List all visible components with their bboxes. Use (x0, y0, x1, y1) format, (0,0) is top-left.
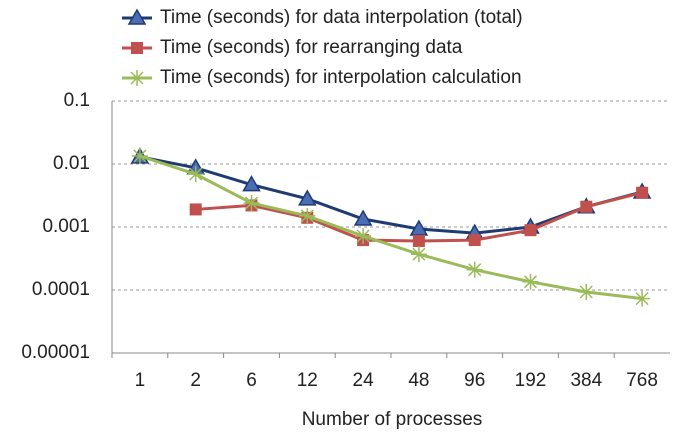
marker (578, 283, 595, 300)
marker-stroke (130, 71, 144, 85)
y-tick-label: 0.1 (64, 90, 90, 111)
y-tick-label: 0.001 (42, 216, 90, 237)
marker (187, 166, 204, 183)
marker (634, 290, 651, 307)
x-tick-label: 48 (408, 370, 429, 391)
marker (353, 209, 373, 226)
x-tick-label: 768 (626, 370, 658, 391)
marker (242, 175, 261, 192)
legend-label: Time (seconds) for interpolation calcula… (160, 67, 522, 88)
marker (410, 246, 427, 263)
marker (468, 234, 481, 247)
marker (466, 261, 483, 278)
marker-stroke (300, 209, 314, 223)
x-tick-label: 1 (135, 370, 146, 391)
x-tick-label: 6 (246, 370, 257, 391)
series-line (139, 154, 643, 301)
marker (524, 224, 537, 237)
marker-stroke (356, 229, 370, 243)
legend-marker (131, 42, 143, 54)
marker-stroke (412, 247, 426, 261)
marker (412, 234, 425, 247)
marker (131, 147, 148, 164)
marker-stroke (189, 167, 203, 181)
marker (522, 273, 539, 290)
marker (298, 189, 317, 206)
x-tick-label: 12 (297, 370, 318, 391)
marker-stroke (579, 285, 593, 299)
marker (189, 203, 202, 216)
series-line (139, 155, 643, 235)
x-axis-label: Number of processes (302, 409, 483, 430)
x-tick-label: 24 (353, 370, 375, 391)
legend-marker (129, 70, 145, 86)
marker (355, 227, 372, 244)
marker-stroke (468, 263, 482, 277)
marker (299, 207, 316, 224)
marker-stroke (635, 292, 649, 306)
marker (636, 186, 649, 199)
x-tick-label: 2 (190, 370, 201, 391)
legend-marker (127, 8, 147, 25)
y-tick-label: 0.0001 (32, 279, 90, 300)
marker-stroke (523, 275, 538, 289)
marker (243, 195, 260, 212)
marker-stroke (133, 149, 147, 163)
y-tick-label: 0.00001 (21, 342, 90, 363)
x-tick-label: 384 (570, 370, 602, 391)
legend-label: Time (seconds) for data interpolation (t… (160, 7, 523, 28)
marker-stroke (244, 196, 259, 210)
marker (580, 200, 593, 213)
y-tick-label: 0.01 (53, 153, 90, 174)
x-tick-label: 96 (464, 370, 485, 391)
x-tick-label: 192 (515, 370, 547, 391)
legend-label: Time (seconds) for rearranging data (160, 37, 463, 58)
